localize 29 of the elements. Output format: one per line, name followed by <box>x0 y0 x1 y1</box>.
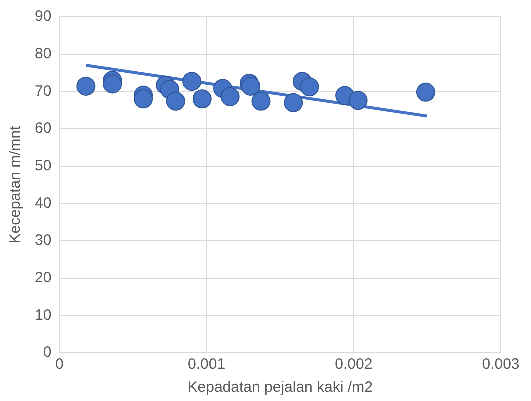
point <box>182 72 202 92</box>
point <box>166 92 186 111</box>
y-tick-label: 40 <box>34 194 52 212</box>
x-tick-label: 0.003 <box>482 356 520 374</box>
y-tick-label: 70 <box>34 82 52 100</box>
point <box>416 82 436 102</box>
y-tick-label: 60 <box>34 120 52 138</box>
y-tick-label: 20 <box>34 269 52 286</box>
x-tick-label: 0.001 <box>188 356 226 374</box>
y-tick-label: 80 <box>34 45 52 62</box>
y-axis-title: Kecepatan m/mnt <box>7 125 24 244</box>
point <box>284 93 304 112</box>
y-tick-label: 30 <box>34 232 52 250</box>
point <box>241 76 260 96</box>
point <box>348 91 368 110</box>
x-tick-label: 0.002 <box>335 356 373 374</box>
x-tick-label: 0 <box>56 356 64 374</box>
point <box>76 76 96 96</box>
x-axis-title: Kepadatan pejalan kaki /m2 <box>188 379 373 396</box>
y-tick-label: 90 <box>34 8 52 26</box>
point <box>134 90 154 109</box>
y-tick-label: 10 <box>34 306 52 324</box>
y-tick-label: 0 <box>43 344 52 362</box>
point <box>300 78 320 97</box>
point <box>192 90 212 109</box>
point <box>252 92 271 111</box>
y-tick-label: 50 <box>34 157 52 174</box>
point <box>103 74 122 94</box>
point <box>220 87 240 106</box>
